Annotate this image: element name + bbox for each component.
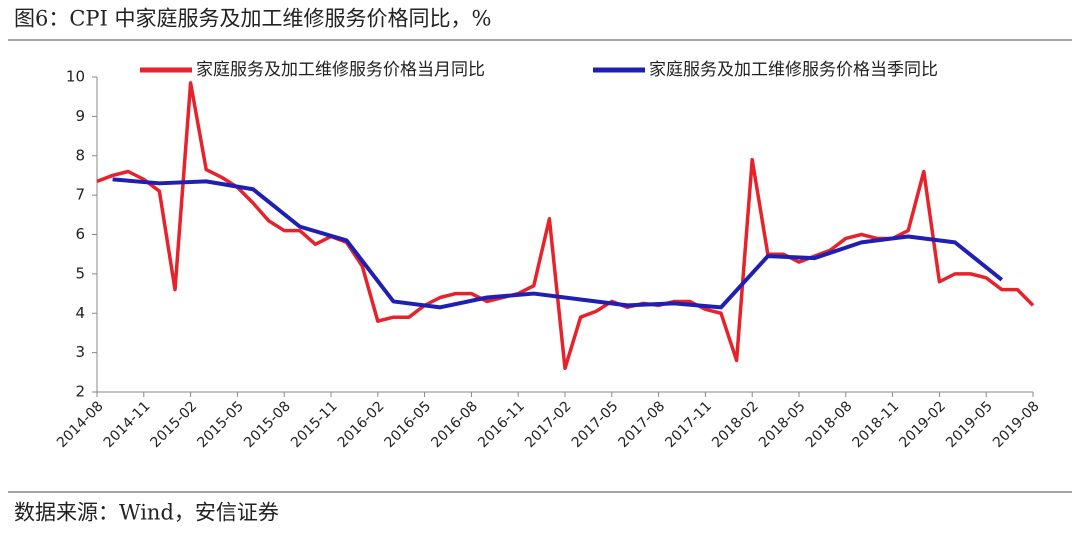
x-tick-label: 2018-02 — [709, 398, 762, 451]
x-tick-label: 2019-05 — [943, 398, 996, 451]
x-tick-label: 2017-05 — [569, 398, 622, 451]
series-line — [112, 177, 1004, 310]
x-tick-label: 2017-11 — [662, 398, 715, 451]
x-tick-label: 2017-02 — [522, 398, 575, 451]
legend-label: 家庭服务及加工维修服务价格当季同比 — [649, 60, 938, 80]
series-line — [96, 81, 1035, 371]
y-tick-label: 10 — [66, 68, 85, 86]
x-tick-label: 2016-05 — [382, 398, 435, 451]
x-tick-label: 2019-08 — [990, 398, 1043, 451]
x-tick-label: 2017-08 — [616, 398, 669, 451]
x-tick-label: 2015-11 — [288, 398, 341, 451]
y-tick-label: 9 — [75, 107, 85, 125]
chart-title: 图6：CPI 中家庭服务及加工维修服务价格同比，% — [14, 7, 491, 31]
x-tick-label: 2014-08 — [54, 398, 107, 451]
x-tick-label: 2015-05 — [194, 398, 247, 451]
x-tick-label: 2015-02 — [148, 398, 201, 451]
x-tick-label: 2018-08 — [803, 398, 856, 451]
y-tick-label: 4 — [75, 304, 85, 322]
source-note: 数据来源：Wind，安信证券 — [14, 501, 279, 525]
x-tick-label: 2018-11 — [850, 398, 903, 451]
x-tick-label: 2015-08 — [241, 398, 294, 451]
x-tick-label: 2014-11 — [101, 398, 154, 451]
x-tick-label: 2018-05 — [756, 398, 809, 451]
x-tick-label: 2016-08 — [428, 398, 481, 451]
x-tick-label: 2016-02 — [335, 398, 388, 451]
x-tick-label: 2019-02 — [896, 398, 949, 451]
x-tick-label: 2016-11 — [475, 398, 528, 451]
y-tick-label: 2 — [75, 383, 85, 401]
y-tick-label: 6 — [75, 225, 85, 243]
legend-label: 家庭服务及加工维修服务价格当月同比 — [196, 60, 485, 80]
y-tick-label: 8 — [75, 146, 85, 164]
y-tick-label: 3 — [75, 343, 85, 361]
y-tick-label: 7 — [75, 186, 85, 204]
y-tick-label: 5 — [75, 264, 85, 282]
